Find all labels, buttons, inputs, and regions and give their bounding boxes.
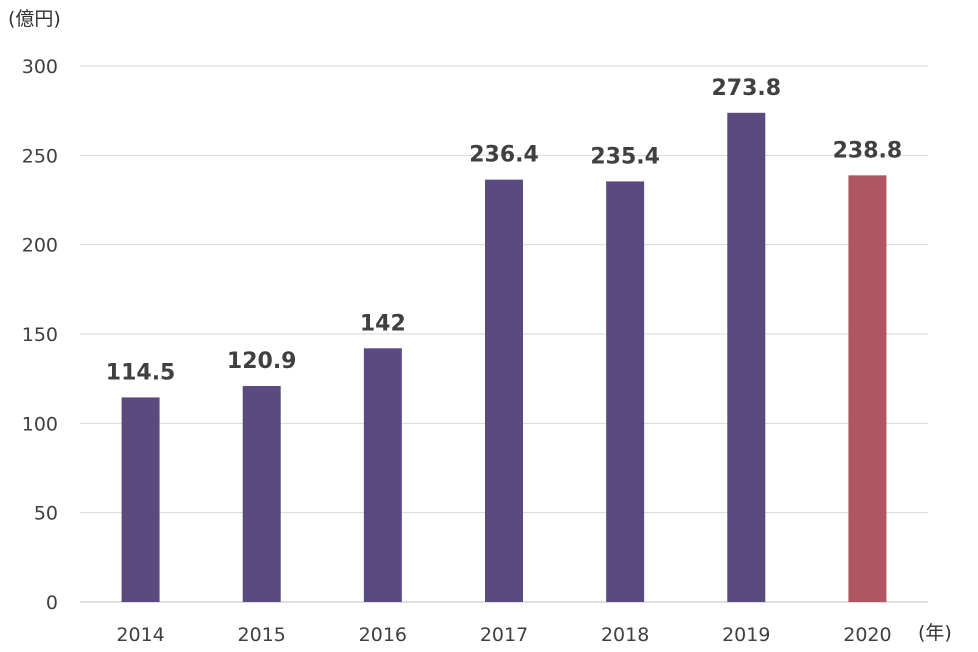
bar-2016 (363, 348, 402, 602)
y-axis-unit-label: (億円) (8, 8, 61, 30)
y-tick-label-150: 150 (22, 324, 58, 346)
x-tick-label-2016: 2016 (359, 624, 407, 646)
data-label-2019: 273.8 (711, 76, 781, 101)
y-tick-label-200: 200 (22, 235, 58, 257)
x-tick-label-2020: 2020 (843, 624, 891, 646)
bar-2015 (242, 385, 281, 602)
y-tick-label-100: 100 (22, 413, 58, 435)
bar-2014 (121, 397, 160, 602)
y-tick-label-250: 250 (22, 145, 58, 167)
x-tick-label-2019: 2019 (722, 624, 770, 646)
bar-2018 (606, 181, 645, 602)
bar-2019 (727, 112, 766, 602)
x-axis-unit-label: (年) (918, 622, 952, 644)
data-label-2014: 114.5 (106, 360, 176, 385)
x-tick-label-2018: 2018 (601, 624, 649, 646)
x-tick-label-2014: 2014 (116, 624, 164, 646)
y-tick-label-300: 300 (22, 56, 58, 78)
data-label-2020: 238.8 (833, 138, 903, 163)
y-tick-label-0: 0 (46, 592, 58, 614)
data-label-2017: 236.4 (469, 143, 539, 168)
x-tick-label-2015: 2015 (238, 624, 286, 646)
x-tick-label-2017: 2017 (480, 624, 528, 646)
bar-2017 (485, 179, 523, 602)
data-label-2015: 120.9 (227, 349, 297, 374)
data-label-2016: 142 (360, 311, 406, 336)
bar-2020 (848, 175, 887, 602)
data-label-2018: 235.4 (590, 144, 660, 169)
y-tick-label-50: 50 (34, 503, 58, 525)
